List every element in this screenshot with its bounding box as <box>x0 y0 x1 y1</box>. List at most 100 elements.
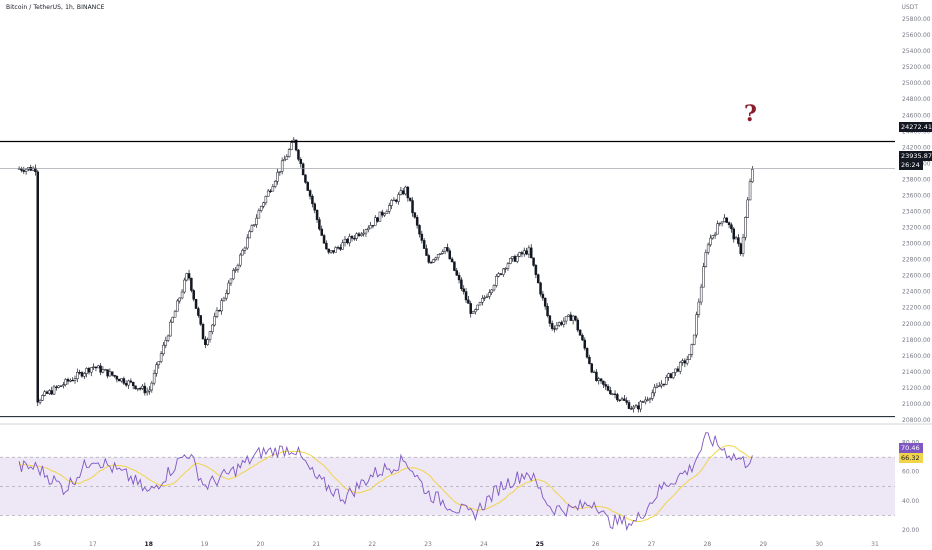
rsi-value-tag: 66.32 <box>899 453 923 463</box>
price-tick-label: 23800.00 <box>902 176 931 183</box>
candle-up <box>43 391 46 396</box>
symbol-title[interactable]: Bitcoin / TetherUS, 1h, BINANCE <box>6 4 105 11</box>
candle-up <box>355 233 358 239</box>
horizontal-lines[interactable] <box>0 140 932 425</box>
candle-up <box>85 368 88 374</box>
candle-down <box>36 171 39 403</box>
candle-up <box>523 250 526 255</box>
candle-up <box>155 364 158 374</box>
candle-up <box>571 315 575 321</box>
candle-up <box>166 335 170 341</box>
candle-up <box>171 317 175 323</box>
candle-up <box>723 217 726 223</box>
candle-down <box>71 379 74 382</box>
price-axis[interactable]: 25800.00 25600.00 25400.00 25200.00 25000.00… <box>902 16 931 424</box>
candle-down <box>613 393 617 395</box>
candle-up <box>24 168 28 172</box>
candle-down <box>637 405 640 410</box>
candle-down <box>50 390 53 395</box>
candle-up <box>690 344 694 355</box>
candle-up <box>104 369 107 371</box>
time-tick-label: 25 <box>536 541 544 548</box>
candle-up <box>564 316 568 322</box>
candle-down <box>539 282 542 295</box>
candle-up <box>441 251 445 254</box>
time-tick-label: 26 <box>592 541 600 548</box>
candle-down <box>464 291 468 301</box>
candle-down <box>599 378 603 382</box>
candle-up <box>262 202 265 207</box>
candle-up <box>180 291 184 299</box>
candle-down <box>187 273 191 279</box>
candle-up <box>185 273 188 281</box>
price-tick-label: 20800.00 <box>902 417 931 424</box>
candle-up <box>620 398 624 401</box>
candle-down <box>462 288 465 292</box>
candle-down <box>583 339 587 349</box>
candle-down <box>66 379 70 382</box>
candle-up <box>52 386 56 395</box>
candle-up <box>488 292 491 297</box>
candle-up <box>273 180 277 187</box>
candle-up <box>62 384 65 387</box>
candle-up <box>329 250 333 253</box>
time-axis[interactable]: 16 17 18 19 20 21 22 23 24 25 26 27 28 29 30 31 <box>33 541 879 548</box>
candle-up <box>678 362 682 372</box>
rsi-tick-label: 60.00 <box>902 469 919 476</box>
candle-up <box>271 186 275 192</box>
candle-up <box>471 311 475 314</box>
price-tick-label: 25200.00 <box>902 64 931 71</box>
candle-up <box>255 217 258 225</box>
candle-up <box>397 194 400 202</box>
candle-up <box>41 395 44 401</box>
candle-up <box>136 388 140 390</box>
candle-down <box>457 274 461 281</box>
price-tick-label: 23200.00 <box>902 225 931 232</box>
candle-up <box>681 360 684 363</box>
candle-up <box>516 256 519 262</box>
candle-up <box>360 233 363 236</box>
candlestick-series <box>17 137 754 413</box>
candle-up <box>748 181 752 201</box>
price-tick-label: 21000.00 <box>902 401 931 408</box>
candle-down <box>627 402 631 409</box>
candle-up <box>264 196 268 204</box>
candle-up <box>557 322 561 326</box>
candle-down <box>469 303 472 314</box>
currency-label: USDT <box>901 4 919 11</box>
candle-up <box>169 321 172 337</box>
candle-down <box>199 315 202 325</box>
candle-up <box>369 225 372 229</box>
candle-up <box>69 379 72 382</box>
candle-up <box>164 340 168 346</box>
candle-up <box>697 301 701 315</box>
candle-down <box>401 190 405 195</box>
candle-down <box>143 385 147 394</box>
candle-up <box>390 200 393 206</box>
price-tick-label: 23600.00 <box>902 192 931 199</box>
candle-down <box>350 236 354 239</box>
candle-down <box>34 167 37 173</box>
candle-down <box>308 190 312 197</box>
candle-down <box>604 384 607 387</box>
candle-up <box>497 273 500 277</box>
candle-down <box>190 277 193 291</box>
candle-up <box>436 254 440 259</box>
candle-up <box>101 369 105 373</box>
candle-up <box>751 169 754 183</box>
price-tick-label: 24600.00 <box>902 112 931 119</box>
candle-up <box>502 268 505 275</box>
candle-down <box>204 338 207 345</box>
candle-up <box>718 222 722 225</box>
price-tick-label: 22800.00 <box>902 257 931 264</box>
candle-up <box>178 297 181 302</box>
last-price-tag: 23935.87 <box>899 151 932 161</box>
candle-up <box>48 390 51 394</box>
price-tick-label: 25800.00 <box>902 16 931 23</box>
candle-down <box>357 233 361 236</box>
candle-up <box>162 344 165 354</box>
candle-up <box>236 264 240 270</box>
candle-up <box>220 300 223 312</box>
candle-up <box>206 339 209 345</box>
